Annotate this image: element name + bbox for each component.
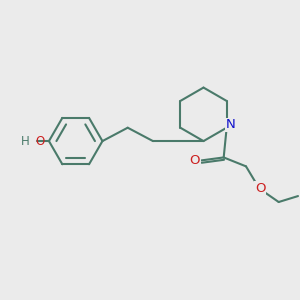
Text: O: O <box>35 135 44 148</box>
Text: N: N <box>226 118 236 131</box>
Text: H: H <box>21 135 30 148</box>
Text: O: O <box>190 154 200 167</box>
Text: O: O <box>255 182 266 195</box>
